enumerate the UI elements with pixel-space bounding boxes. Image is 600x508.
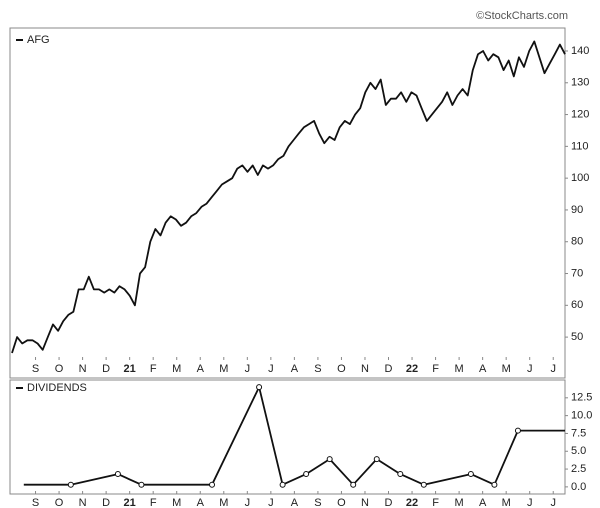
x-tick-label: O xyxy=(337,497,346,508)
x-tick-label: M xyxy=(172,363,181,375)
x-tick-label: D xyxy=(385,363,393,375)
point xyxy=(467,471,474,478)
x-tick-label: N xyxy=(79,497,87,508)
x-tick-label: F xyxy=(150,363,157,375)
series-line xyxy=(11,40,566,354)
x-tick-label: F xyxy=(432,363,439,375)
y-tick-label: 90 xyxy=(571,204,583,216)
point xyxy=(373,456,380,463)
x-tick-label: N xyxy=(79,363,87,375)
price-panel xyxy=(9,27,566,379)
x-tick-label: S xyxy=(314,363,321,375)
x-tick-label: A xyxy=(197,497,205,508)
x-tick-label: 22 xyxy=(406,497,418,508)
x-tick-label: A xyxy=(291,363,299,375)
series-line xyxy=(23,386,565,486)
x-tick-label: S xyxy=(32,497,39,508)
point xyxy=(138,481,145,488)
point xyxy=(420,481,427,488)
x-tick-label: M xyxy=(502,497,511,508)
x-tick-label: 21 xyxy=(124,497,136,508)
x-tick-label: O xyxy=(337,363,346,375)
point xyxy=(326,456,333,463)
point xyxy=(67,481,74,488)
point xyxy=(209,481,216,488)
x-tick-label: D xyxy=(102,363,110,375)
x-tick-label: A xyxy=(291,497,299,508)
y-tick-label: 110 xyxy=(571,140,589,152)
x-tick-label: J xyxy=(245,497,251,508)
x-tick-label: 22 xyxy=(406,363,418,375)
y-tick-label: 60 xyxy=(571,299,583,311)
y-tick-label: 0.0 xyxy=(571,481,586,493)
x-tick-label: N xyxy=(361,363,369,375)
legend-label: AFG xyxy=(27,34,50,46)
point xyxy=(514,427,521,434)
y-tick-label: 100 xyxy=(571,172,589,184)
x-tick-label: J xyxy=(550,363,556,375)
x-tick-label: D xyxy=(102,497,110,508)
point xyxy=(303,471,310,478)
x-tick-label: O xyxy=(55,363,64,375)
point xyxy=(256,384,263,391)
point xyxy=(397,471,404,478)
x-tick-label: F xyxy=(150,497,157,508)
point xyxy=(114,471,121,478)
point xyxy=(491,481,498,488)
y-tick-label: 130 xyxy=(571,77,589,89)
x-tick-label: N xyxy=(361,497,369,508)
x-tick-label: J xyxy=(268,497,274,508)
y-tick-label: 12.5 xyxy=(571,392,592,404)
x-tick-label: J xyxy=(245,363,251,375)
x-tick-label: A xyxy=(479,363,487,375)
x-tick-label: J xyxy=(550,497,556,508)
x-tick-label: M xyxy=(219,497,228,508)
y-tick-label: 80 xyxy=(571,236,583,248)
x-tick-label: A xyxy=(197,363,205,375)
x-tick-label: M xyxy=(219,363,228,375)
x-tick-label: A xyxy=(479,497,487,508)
dividend-panel xyxy=(9,379,566,495)
x-tick-label: M xyxy=(455,363,464,375)
x-tick-label: J xyxy=(268,363,274,375)
x-tick-label: 21 xyxy=(124,363,136,375)
y-tick-label: 70 xyxy=(571,267,583,279)
watermark: ©StockCharts.com xyxy=(476,10,568,22)
y-tick-label: 7.5 xyxy=(571,427,586,439)
y-tick-label: 10.0 xyxy=(571,410,592,422)
point xyxy=(279,481,286,488)
x-tick-label: J xyxy=(527,363,533,375)
legend-label: DIVIDENDS xyxy=(27,382,87,394)
y-tick-label: 50 xyxy=(571,331,583,343)
x-tick-label: S xyxy=(32,363,39,375)
y-tick-label: 2.5 xyxy=(571,463,586,475)
x-tick-label: M xyxy=(172,497,181,508)
x-tick-label: F xyxy=(432,497,439,508)
y-tick-label: 140 xyxy=(571,45,589,57)
x-tick-label: J xyxy=(527,497,533,508)
point xyxy=(350,481,357,488)
y-tick-label: 120 xyxy=(571,108,589,120)
x-tick-label: S xyxy=(314,497,321,508)
x-tick-label: D xyxy=(385,497,393,508)
y-tick-label: 5.0 xyxy=(571,445,586,457)
x-tick-label: M xyxy=(455,497,464,508)
x-tick-label: M xyxy=(502,363,511,375)
x-tick-label: O xyxy=(55,497,64,508)
